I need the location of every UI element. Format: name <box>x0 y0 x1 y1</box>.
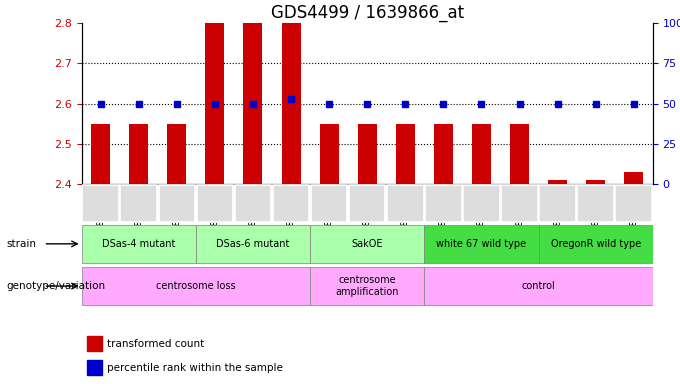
FancyBboxPatch shape <box>82 185 119 222</box>
Bar <box>167 124 186 184</box>
FancyBboxPatch shape <box>539 185 576 222</box>
Title: GDS4499 / 1639866_at: GDS4499 / 1639866_at <box>271 4 464 22</box>
Bar <box>205 23 224 184</box>
FancyBboxPatch shape <box>235 185 271 222</box>
Bar <box>510 124 529 184</box>
Bar <box>91 124 110 184</box>
Text: white 67 wild type: white 67 wild type <box>437 239 526 249</box>
FancyBboxPatch shape <box>120 185 157 222</box>
FancyBboxPatch shape <box>424 267 653 305</box>
FancyBboxPatch shape <box>196 225 310 263</box>
Text: strain: strain <box>7 239 37 249</box>
Text: DSas-6 mutant: DSas-6 mutant <box>216 239 290 249</box>
FancyBboxPatch shape <box>424 225 539 263</box>
FancyBboxPatch shape <box>387 185 424 222</box>
FancyBboxPatch shape <box>158 185 195 222</box>
Bar <box>129 124 148 184</box>
Text: genotype/variation: genotype/variation <box>7 281 106 291</box>
Bar <box>624 172 643 184</box>
Text: control: control <box>522 281 556 291</box>
FancyBboxPatch shape <box>82 225 196 263</box>
Bar <box>396 124 415 184</box>
FancyBboxPatch shape <box>197 185 233 222</box>
Text: DSas-4 mutant: DSas-4 mutant <box>102 239 175 249</box>
Bar <box>586 180 605 184</box>
FancyBboxPatch shape <box>310 225 424 263</box>
FancyBboxPatch shape <box>615 185 652 222</box>
FancyBboxPatch shape <box>311 185 347 222</box>
Text: centrosome
amplification: centrosome amplification <box>335 275 399 297</box>
FancyBboxPatch shape <box>577 185 614 222</box>
Bar <box>358 124 377 184</box>
FancyBboxPatch shape <box>501 185 538 222</box>
Text: percentile rank within the sample: percentile rank within the sample <box>107 362 283 373</box>
Text: SakOE: SakOE <box>352 239 383 249</box>
Bar <box>282 23 301 184</box>
Bar <box>472 124 491 184</box>
FancyBboxPatch shape <box>82 267 310 305</box>
Bar <box>548 180 567 184</box>
Bar <box>434 124 453 184</box>
Bar <box>87 360 101 375</box>
FancyBboxPatch shape <box>425 185 462 222</box>
FancyBboxPatch shape <box>310 267 424 305</box>
Text: transformed count: transformed count <box>107 339 205 349</box>
Bar <box>243 23 262 184</box>
FancyBboxPatch shape <box>539 225 653 263</box>
FancyBboxPatch shape <box>463 185 500 222</box>
FancyBboxPatch shape <box>273 185 309 222</box>
FancyBboxPatch shape <box>349 185 386 222</box>
Text: centrosome loss: centrosome loss <box>156 281 236 291</box>
Bar <box>87 336 101 351</box>
Text: OregonR wild type: OregonR wild type <box>551 239 641 249</box>
Bar <box>320 124 339 184</box>
